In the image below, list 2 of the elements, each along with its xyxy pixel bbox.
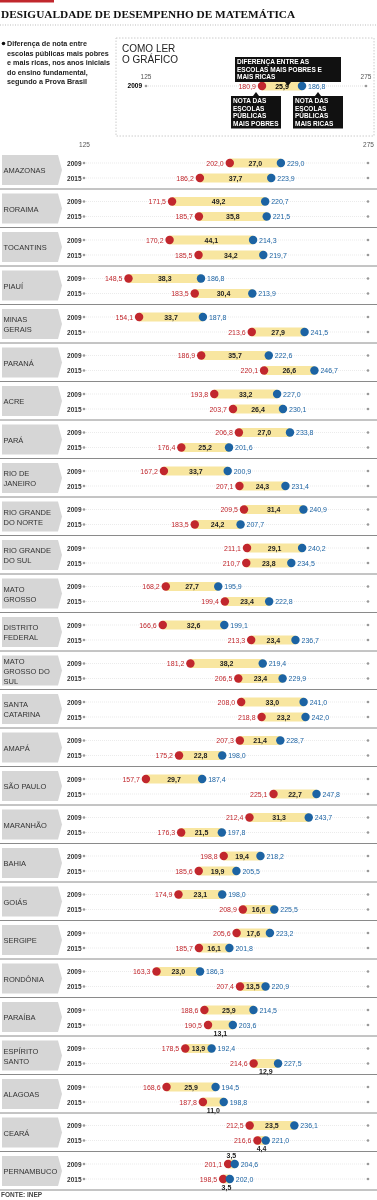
chart-title: DESIGUALDADE DE DESEMPENHO DE MATEMÁTICA [1, 8, 297, 20]
legend-title: COMO LER O GRÁFICO [122, 43, 179, 65]
